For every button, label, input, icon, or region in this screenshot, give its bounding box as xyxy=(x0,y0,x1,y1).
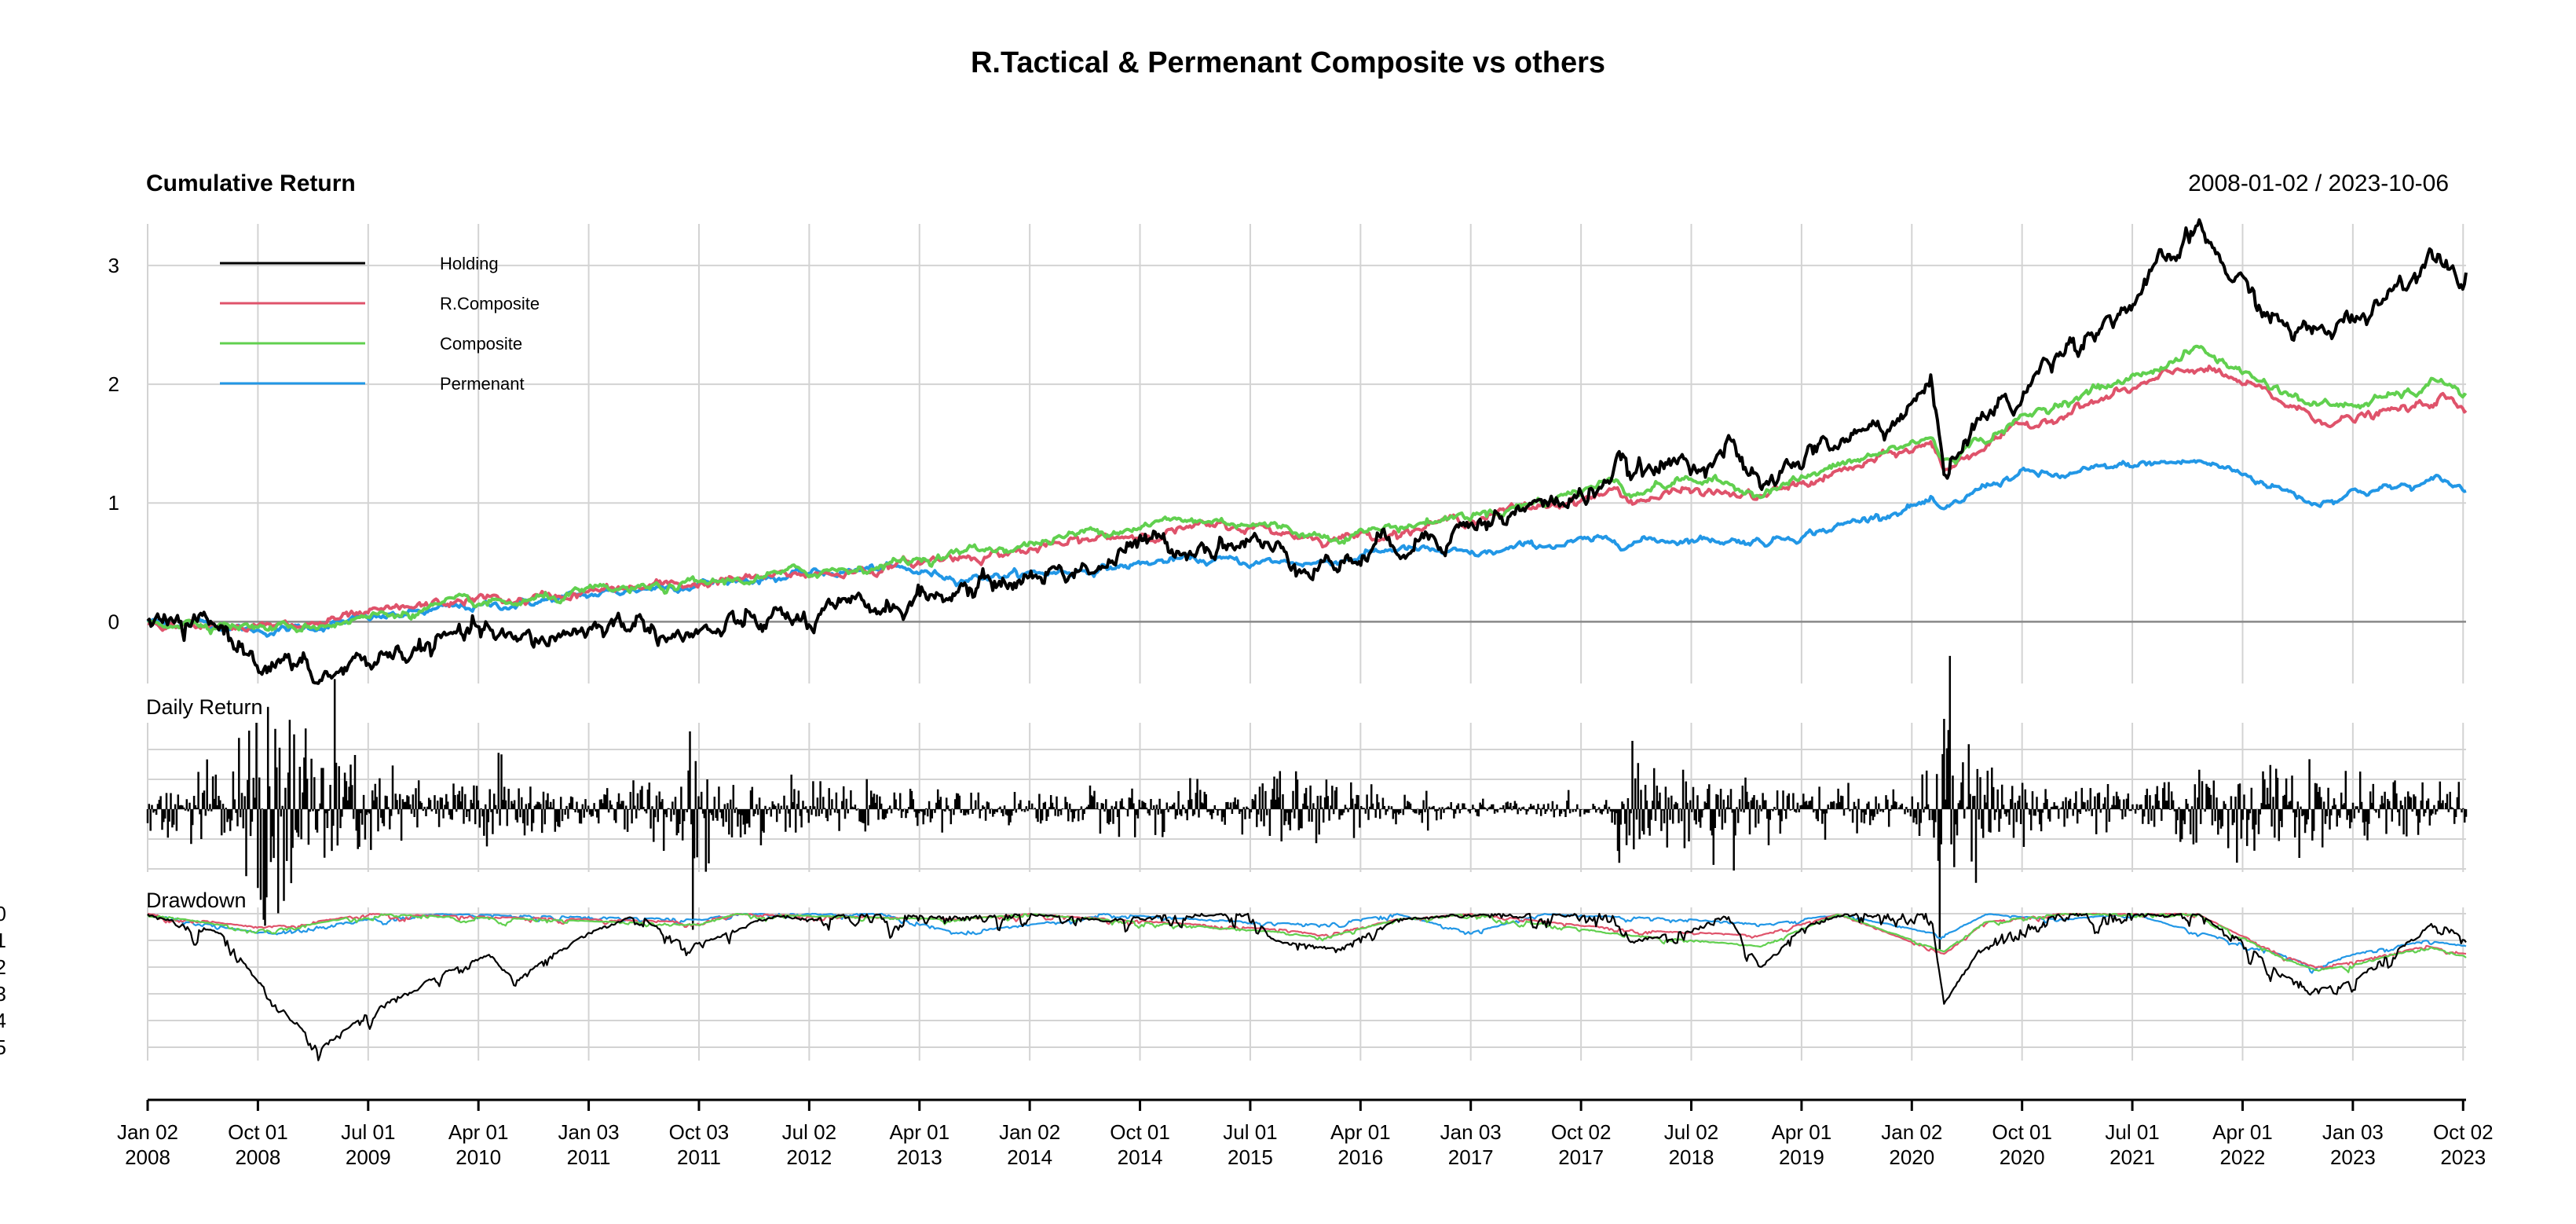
x-tick-label: Oct 03 xyxy=(669,1120,730,1144)
legend: Holding R.Composite Composite Permenant xyxy=(220,254,540,394)
x-tick-year: 2016 xyxy=(1337,1145,1383,1169)
x-tick-label: Jan 03 xyxy=(1440,1120,1502,1144)
x-tick-year: 2012 xyxy=(786,1145,832,1169)
x-tick-year: 2014 xyxy=(1118,1145,1163,1169)
x-tick-year: 2008 xyxy=(235,1145,280,1169)
x-tick-label: Jan 02 xyxy=(999,1120,1060,1144)
y-tick-dd: 4 xyxy=(0,1009,6,1032)
x-tick-label: Jan 03 xyxy=(558,1120,620,1144)
x-tick-year: 2014 xyxy=(1007,1145,1052,1169)
legend-label: R.Composite xyxy=(440,294,540,313)
x-tick-label: Jul 02 xyxy=(1664,1120,1718,1144)
daily-return-label: Daily Return xyxy=(146,695,263,719)
cumulative-return-panel xyxy=(146,218,2468,685)
x-tick-year: 2017 xyxy=(1448,1145,1494,1169)
x-tick-year: 2011 xyxy=(677,1145,721,1169)
x-tick-label: Jan 02 xyxy=(1881,1120,1942,1144)
x-tick-year: 2018 xyxy=(1669,1145,1714,1169)
y-tick-dd: 3 xyxy=(0,982,6,1006)
x-tick-year: 2020 xyxy=(1889,1145,1934,1169)
x-tick-label: Oct 01 xyxy=(1992,1120,2052,1144)
x-tick-label: Apr 01 xyxy=(448,1120,509,1144)
x-tick-year: 2009 xyxy=(346,1145,391,1169)
series-line-holding xyxy=(146,218,2468,685)
x-tick-year: 2019 xyxy=(1779,1145,1824,1169)
x-tick-label: Jul 02 xyxy=(782,1120,836,1144)
x-tick-label: Oct 01 xyxy=(1110,1120,1170,1144)
daily-return-panel xyxy=(146,655,2468,951)
x-tick-year: 2022 xyxy=(2220,1145,2266,1169)
x-tick-year: 2017 xyxy=(1558,1145,1604,1169)
x-tick-label: Apr 01 xyxy=(1330,1120,1391,1144)
drawdown-label: Drawdown xyxy=(146,889,247,912)
y-tick-cum: 0 xyxy=(108,610,119,633)
drawdown-line-permenant xyxy=(147,912,2467,974)
y-tick-dd: 1 xyxy=(0,929,6,952)
x-tick-label: Jul 01 xyxy=(341,1120,395,1144)
series-line-composite xyxy=(147,344,2468,636)
x-tick-year: 2015 xyxy=(1228,1145,1273,1169)
x-tick-label: Oct 02 xyxy=(1551,1120,1612,1144)
y-tick-cum: 2 xyxy=(108,372,119,396)
x-tick-year: 2020 xyxy=(2000,1145,2045,1169)
x-tick-label: Jan 03 xyxy=(2322,1120,2384,1144)
drawdown-panel xyxy=(147,912,2467,1061)
x-tick-label: Jul 01 xyxy=(1223,1120,1277,1144)
x-tick-year: 2010 xyxy=(456,1145,501,1169)
series-line-r-composite xyxy=(147,365,2468,633)
y-tick-dd: 2 xyxy=(0,955,6,979)
x-tick-year: 2023 xyxy=(2330,1145,2376,1169)
series-line-permenant xyxy=(146,459,2467,638)
x-tick-year: 2008 xyxy=(125,1145,170,1169)
x-tick-label: Oct 01 xyxy=(228,1120,288,1144)
y-tick-cum: 1 xyxy=(108,491,119,515)
x-tick-year: 2013 xyxy=(897,1145,942,1169)
x-tick-year: 2021 xyxy=(2109,1145,2155,1169)
date-range-label: 2008-01-02 / 2023-10-06 xyxy=(2188,170,2449,196)
y-tick-cum: 3 xyxy=(108,254,119,277)
drawdown-line-holding xyxy=(147,912,2467,1061)
x-tick-label: Oct 02 xyxy=(2433,1120,2494,1144)
x-tick-label: Jan 02 xyxy=(117,1120,178,1144)
legend-label: Holding xyxy=(440,254,499,273)
legend-label: Composite xyxy=(440,334,522,354)
x-tick-year: 2011 xyxy=(567,1145,611,1169)
x-tick-label: Apr 01 xyxy=(2212,1120,2273,1144)
x-tick-label: Jul 01 xyxy=(2105,1120,2159,1144)
x-tick-label: Apr 01 xyxy=(1772,1120,1832,1144)
grid: 3 2 1 0 0 1 2 3 4 5 xyxy=(0,224,2466,1061)
chart-title: R.Tactical & Permenant Composite vs othe… xyxy=(971,46,1605,79)
cumulative-return-label: Cumulative Return xyxy=(146,170,356,196)
legend-label: Permenant xyxy=(440,374,525,394)
x-tick-label: Apr 01 xyxy=(889,1120,950,1144)
x-tick-year: 2023 xyxy=(2440,1145,2486,1169)
y-tick-dd: 0 xyxy=(0,902,6,925)
drawdown-line-composite xyxy=(147,913,2467,973)
daily-return-bars xyxy=(146,655,2468,951)
y-tick-dd: 5 xyxy=(0,1035,6,1059)
